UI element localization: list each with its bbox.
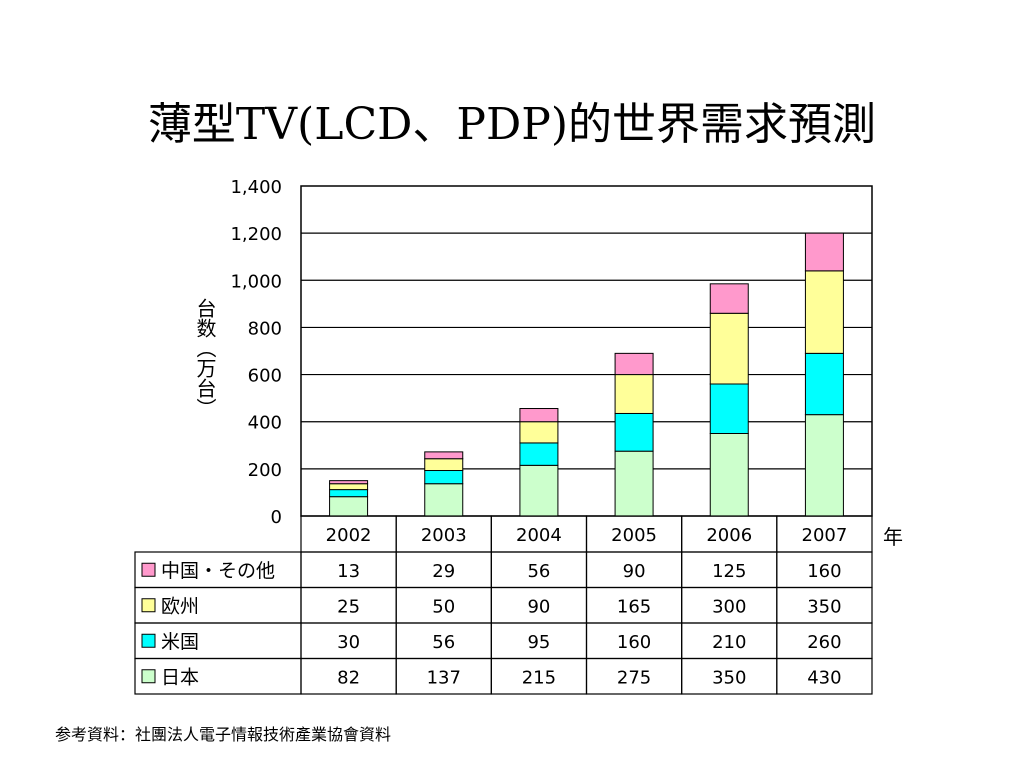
- bar-segment: [709, 383, 749, 434]
- data-value-label: 56: [527, 561, 550, 582]
- table-row-header: [134, 586, 302, 624]
- data-value-label: 25: [337, 596, 360, 617]
- table-row-header: [134, 657, 302, 695]
- x-tick-label: 2005: [611, 525, 657, 546]
- bar-segment: [804, 352, 844, 416]
- table-cell: [776, 657, 873, 695]
- data-value-label: 90: [623, 561, 646, 582]
- bar-segment: [614, 412, 654, 452]
- data-value-label: 56: [432, 632, 455, 653]
- bar-segment: [519, 421, 559, 444]
- legend-label: 中国・その他: [161, 560, 275, 582]
- y-tick-label: 600: [248, 366, 282, 387]
- bar-segment: [614, 374, 654, 414]
- legend-label: 米国: [161, 631, 199, 653]
- y-tick-label: 1,200: [230, 224, 282, 245]
- data-value-label: 125: [712, 561, 746, 582]
- table-row-header: [134, 622, 302, 660]
- legend-swatch: [141, 598, 156, 613]
- data-value-label: 350: [807, 596, 841, 617]
- data-value-label: 160: [617, 632, 651, 653]
- data-value-label: 260: [807, 632, 841, 653]
- y-tick-label: 1,400: [230, 177, 282, 198]
- bar-segment: [519, 464, 559, 517]
- y-tick-label: 400: [248, 413, 282, 434]
- source-note: 参考資料：社團法人電子情報技術產業協會資料: [55, 725, 392, 744]
- data-value-label: 30: [337, 632, 360, 653]
- bar-segment: [709, 283, 749, 314]
- bars: [329, 232, 844, 517]
- bar-segment: [329, 496, 369, 517]
- legend-label: 欧州: [161, 595, 199, 617]
- data-value-label: 160: [807, 561, 841, 582]
- bar-segment: [424, 451, 464, 460]
- bar-segment: [519, 408, 559, 423]
- bar-segment: [709, 312, 749, 385]
- legend-swatch: [141, 562, 156, 577]
- plot-area: [300, 185, 873, 517]
- legend-swatch: [141, 669, 156, 684]
- y-tick-label: 800: [248, 318, 282, 339]
- bar-segment: [614, 352, 654, 376]
- bar-segment: [424, 458, 464, 472]
- data-value-label: 50: [432, 596, 455, 617]
- x-axis-label: 年: [883, 525, 903, 549]
- y-tick-labels: 0 200 400 600 800 1,000 1,200 1,400: [230, 177, 282, 528]
- bar-segment: [424, 483, 464, 517]
- data-table: 2002 2003 2004 2005 2006 2007 中国・その他 13 29 56 90 12…: [134, 515, 873, 695]
- x-tick-label: 2003: [421, 525, 467, 546]
- data-value-label: 350: [712, 667, 746, 688]
- data-value-label: 90: [527, 596, 550, 617]
- page-title: 薄型TV(LCD、PDP)的世界需求預測: [147, 99, 877, 150]
- data-value-label: 95: [527, 632, 550, 653]
- bar-segment: [614, 450, 654, 517]
- y-tick-label: 1,000: [230, 271, 282, 292]
- data-value-label: 430: [807, 667, 841, 688]
- x-tick-label: 2007: [802, 525, 848, 546]
- x-tick-label: 2004: [516, 525, 562, 546]
- legend-swatch: [141, 633, 156, 648]
- legend-label: 日本: [161, 666, 199, 688]
- data-value-label: 275: [617, 667, 651, 688]
- bar-segment: [709, 433, 749, 517]
- bar-segment: [424, 470, 464, 485]
- data-value-label: 82: [337, 667, 360, 688]
- data-value-label: 29: [432, 561, 455, 582]
- bar-segment: [329, 480, 369, 485]
- x-tick-label: 2006: [706, 525, 752, 546]
- bar-segment: [329, 489, 369, 498]
- data-value-label: 215: [522, 667, 556, 688]
- data-value-label: 300: [712, 596, 746, 617]
- data-value-label: 165: [617, 596, 651, 617]
- bar-segment: [519, 442, 559, 466]
- bar-segment: [804, 414, 844, 517]
- data-value-label: 13: [337, 561, 360, 582]
- bar-segment: [804, 232, 844, 272]
- y-tick-label: 0: [271, 507, 282, 528]
- data-value-label: 137: [427, 667, 461, 688]
- bar-segment: [329, 483, 369, 491]
- data-value-label: 210: [712, 632, 746, 653]
- y-axis-label: 台数（万台）: [193, 298, 217, 418]
- x-tick-label: 2002: [326, 525, 372, 546]
- bar-segment: [804, 270, 844, 354]
- grid-lines: [300, 185, 873, 517]
- y-tick-label: 200: [248, 460, 282, 481]
